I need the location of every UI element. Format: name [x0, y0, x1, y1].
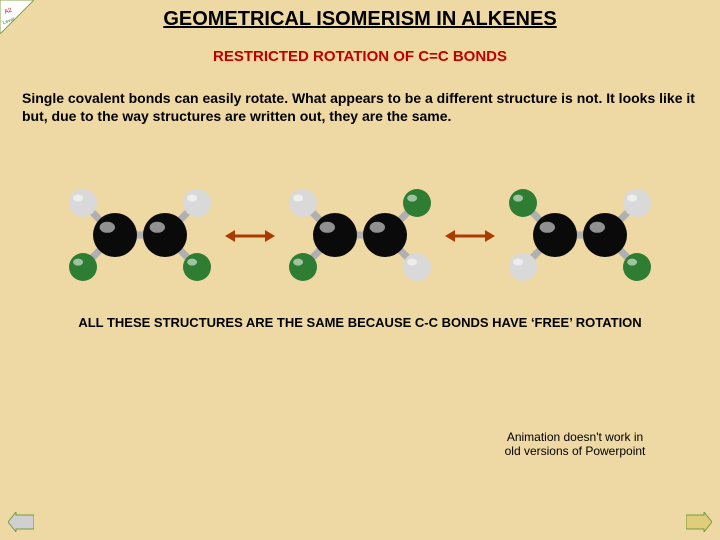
- chevron-left-icon: [8, 512, 34, 532]
- chevron-right-icon: [686, 512, 712, 532]
- body-text: Single covalent bonds can easily rotate.…: [22, 90, 698, 125]
- slide-subtitle: RESTRICTED ROTATION OF C=C BONDS: [0, 48, 720, 65]
- slide: { "title": "GEOMETRICAL ISOMERISM IN ALK…: [0, 0, 720, 540]
- caption-same-structures: ALL THESE STRUCTURES ARE THE SAME BECAUS…: [22, 315, 698, 330]
- double-arrow-1: [225, 229, 275, 241]
- slide-title: GEOMETRICAL ISOMERISM IN ALKENES: [0, 8, 720, 31]
- nav-next-button[interactable]: [686, 512, 712, 532]
- double-arrow-2: [445, 229, 495, 241]
- nav-previous-button[interactable]: [8, 512, 34, 532]
- molecule-1: [55, 165, 225, 305]
- molecules-row: [0, 165, 720, 305]
- animation-note: Animation doesn't work in old versions o…: [500, 430, 650, 459]
- molecule-3: [495, 165, 665, 305]
- molecule-2: [275, 165, 445, 305]
